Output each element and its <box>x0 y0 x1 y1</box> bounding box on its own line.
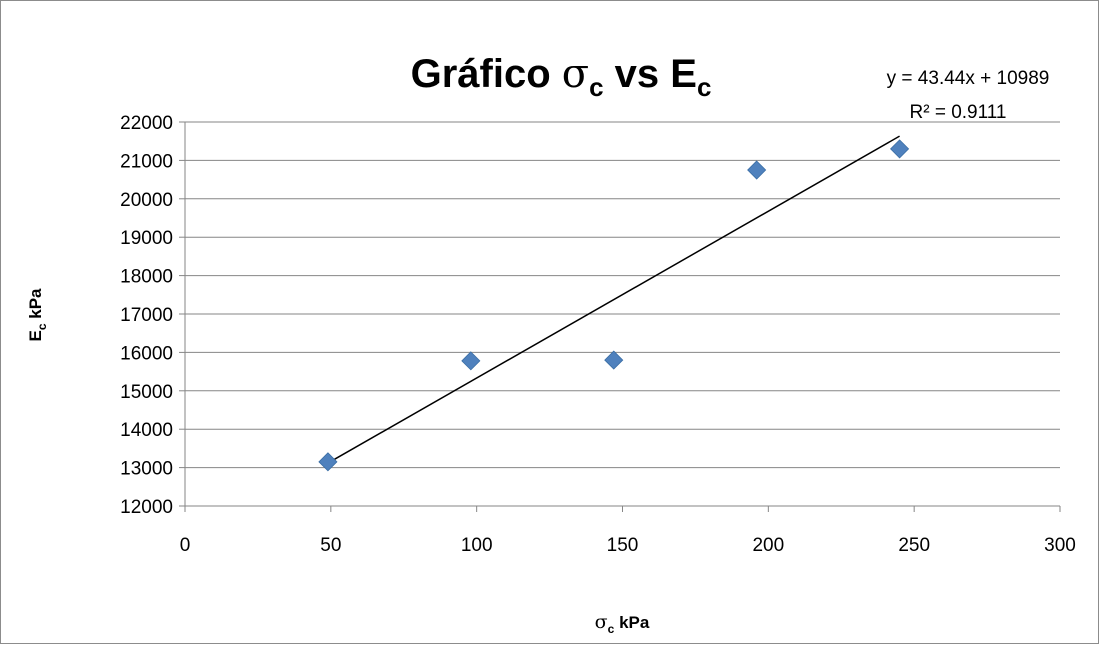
trendline-r-squared: R² = 0.9111 <box>910 102 1007 123</box>
y-tick-label-1: 13000 <box>120 459 173 480</box>
y-tick-label-6: 18000 <box>120 267 173 288</box>
chart-title: Gráfico σc vs Ec <box>411 51 712 102</box>
x-tick-label-1: 50 <box>320 535 341 556</box>
data-point-3 <box>747 160 767 180</box>
x-tick-labels: 0 50 100 150 200 250 300 <box>180 535 1076 556</box>
trendline-layer <box>327 135 900 464</box>
y-tick-label-2: 14000 <box>120 420 173 441</box>
y-tick-labels: 12000 13000 14000 15000 16000 17000 18000 19000… <box>120 113 173 518</box>
y-axis-title: Ec kPa <box>26 288 49 342</box>
y-tick-label-3: 15000 <box>120 382 173 403</box>
x-axis-title: σc kPa <box>595 611 650 636</box>
axes <box>179 121 1061 512</box>
y-tick-label-10: 22000 <box>120 113 173 134</box>
y-tick-label-8: 20000 <box>120 190 173 211</box>
trendline-equation: y = 43.44x + 10989 <box>887 68 1050 89</box>
data-point-4 <box>890 139 910 159</box>
y-tick-label-9: 21000 <box>120 151 173 172</box>
x-tick-label-4: 200 <box>752 535 784 556</box>
x-tick-label-2: 100 <box>461 535 493 556</box>
data-point-2 <box>604 350 624 370</box>
gridlines <box>185 121 1060 507</box>
x-tick-label-6: 300 <box>1044 535 1076 556</box>
data-point-0 <box>318 452 338 472</box>
y-tick-label-5: 17000 <box>120 305 173 326</box>
x-tick-label-0: 0 <box>180 535 191 556</box>
trendline <box>327 135 900 464</box>
y-tick-label-0: 12000 <box>120 497 173 518</box>
x-tick-label-3: 150 <box>607 535 639 556</box>
y-tick-label-4: 16000 <box>120 343 173 364</box>
x-tick-label-5: 250 <box>898 535 930 556</box>
y-tick-label-7: 19000 <box>120 228 173 249</box>
data-point-1 <box>461 351 481 371</box>
data-points <box>318 139 910 472</box>
